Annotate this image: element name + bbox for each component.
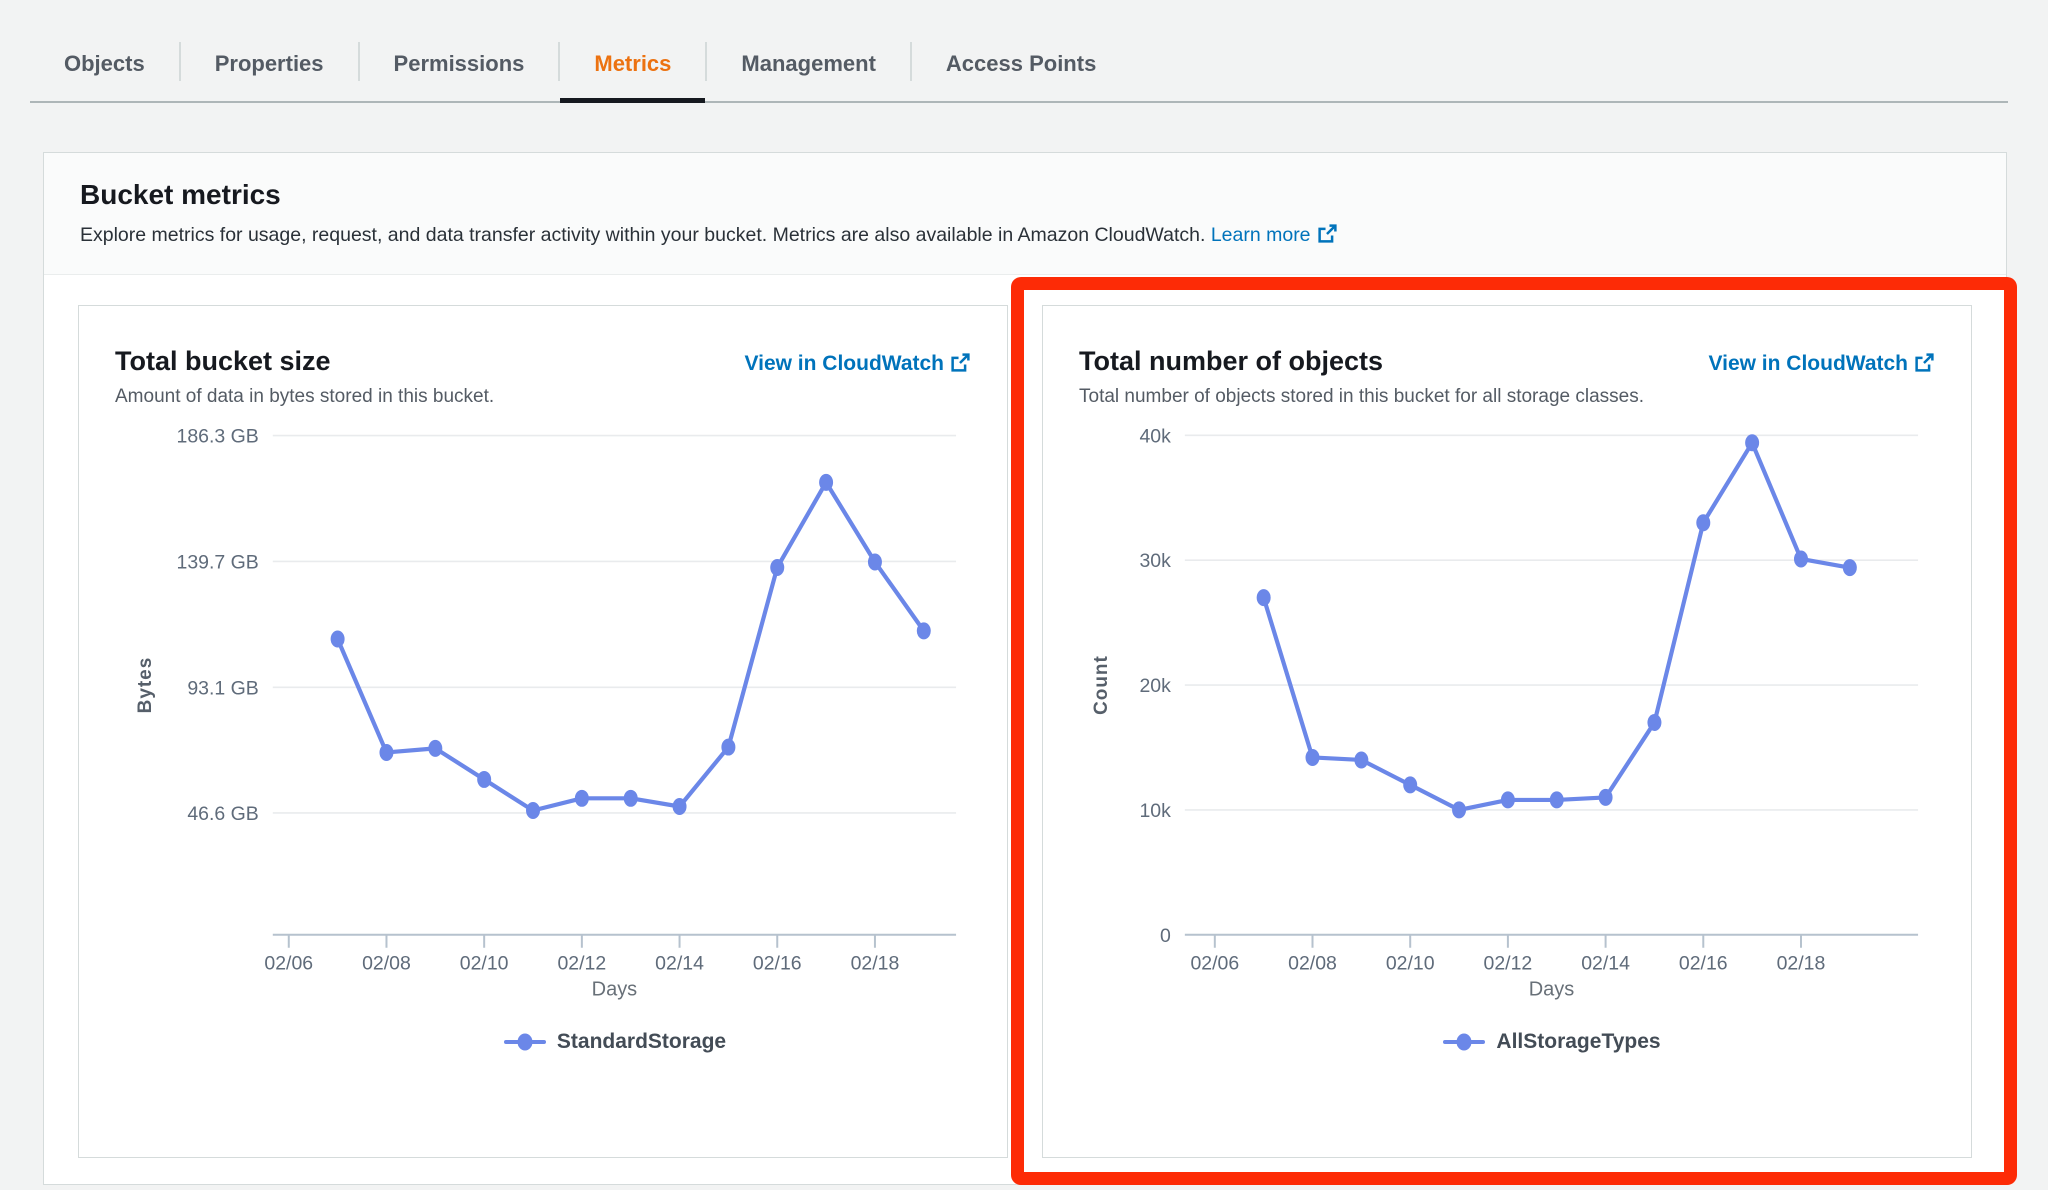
- svg-text:Days: Days: [592, 979, 638, 1001]
- svg-text:Days: Days: [1529, 979, 1575, 1001]
- svg-text:Count: Count: [1091, 655, 1112, 715]
- tab-access-points[interactable]: Access Points: [945, 50, 1097, 76]
- view-in-cloudwatch-label: View in CloudWatch: [744, 352, 944, 376]
- learn-more-link[interactable]: Learn more: [1211, 224, 1338, 246]
- chart-title: Total bucket size: [115, 346, 331, 377]
- card-header: Total bucket size Amount of data in byte…: [79, 306, 1007, 408]
- svg-text:30k: 30k: [1139, 551, 1171, 573]
- tab-permissions[interactable]: Permissions: [393, 50, 525, 76]
- svg-text:40k: 40k: [1139, 426, 1171, 448]
- svg-text:93.1 GB: 93.1 GB: [187, 678, 258, 700]
- svg-text:02/06: 02/06: [264, 953, 313, 975]
- line-chart-total-bucket-size: 46.6 GB 93.1 GB 139.7 GB 186.3 GB 02/06 02/08…: [135, 426, 957, 1001]
- tab-metrics[interactable]: Metrics: [560, 26, 706, 103]
- chart-subtitle: Amount of data in bytes stored in this b…: [115, 386, 495, 408]
- learn-more-label: Learn more: [1210, 224, 1311, 246]
- svg-text:02/16: 02/16: [753, 953, 802, 975]
- svg-text:02/12: 02/12: [557, 953, 606, 975]
- tab-bar: Objects Properties Permissions Metrics Manag…: [30, 0, 2008, 103]
- tab-separator: [178, 42, 181, 81]
- legend-standard-storage[interactable]: StandardStorage: [273, 1030, 957, 1054]
- svg-text:02/10: 02/10: [460, 953, 509, 975]
- svg-text:02/14: 02/14: [1581, 953, 1630, 975]
- svg-text:Bytes: Bytes: [135, 657, 156, 714]
- chart-card-total-number-of-objects: Total number of objects Total number of …: [1042, 305, 1972, 1159]
- legend-label: AllStorageTypes: [1496, 1030, 1661, 1054]
- svg-text:02/08: 02/08: [362, 953, 411, 975]
- svg-text:02/18: 02/18: [1777, 953, 1826, 975]
- chart-cards-row: Total bucket size Amount of data in byte…: [44, 275, 2006, 1159]
- view-in-cloudwatch-link[interactable]: View in CloudWatch: [1708, 352, 1935, 376]
- external-link-icon: [1915, 353, 1934, 372]
- svg-text:20k: 20k: [1139, 675, 1171, 697]
- tab-properties[interactable]: Properties: [214, 50, 324, 76]
- svg-text:10k: 10k: [1139, 800, 1171, 822]
- view-in-cloudwatch-label: View in CloudWatch: [1708, 352, 1908, 376]
- tab-objects[interactable]: Objects: [64, 50, 145, 76]
- svg-text:46.6 GB: 46.6 GB: [187, 803, 258, 825]
- svg-text:02/06: 02/06: [1190, 953, 1239, 975]
- view-in-cloudwatch-link[interactable]: View in CloudWatch: [744, 352, 971, 376]
- panel-header: Bucket metrics Explore metrics for usage…: [44, 153, 2006, 276]
- tab-separator: [705, 42, 708, 81]
- chart-card-total-bucket-size: Total bucket size Amount of data in byte…: [78, 305, 1008, 1159]
- panel-description: Explore metrics for usage, request, and …: [80, 223, 1970, 248]
- panel-title: Bucket metrics: [80, 179, 281, 210]
- external-link-icon: [1317, 224, 1337, 243]
- svg-text:186.3 GB: 186.3 GB: [177, 426, 259, 448]
- card-header: Total number of objects Total number of …: [1043, 306, 1971, 408]
- tab-separator: [357, 42, 360, 81]
- svg-text:02/18: 02/18: [851, 953, 900, 975]
- svg-text:02/14: 02/14: [655, 953, 704, 975]
- svg-text:02/12: 02/12: [1484, 953, 1533, 975]
- bucket-metrics-panel: Bucket metrics Explore metrics for usage…: [43, 152, 2007, 1185]
- svg-text:0: 0: [1160, 925, 1171, 947]
- external-link-icon: [951, 353, 970, 372]
- tab-separator: [558, 42, 561, 81]
- svg-text:02/10: 02/10: [1386, 953, 1435, 975]
- chart-title: Total number of objects: [1079, 346, 1384, 377]
- legend-all-storage-types[interactable]: AllStorageTypes: [1185, 1030, 1919, 1054]
- tab-management[interactable]: Management: [741, 50, 876, 76]
- svg-text:139.7 GB: 139.7 GB: [177, 552, 259, 574]
- panel-description-text: Explore metrics for usage, request, and …: [80, 224, 1206, 246]
- svg-text:02/08: 02/08: [1288, 953, 1337, 975]
- legend-label: StandardStorage: [556, 1030, 727, 1054]
- line-chart-total-number-of-objects: 0 10k 20k 30k 40k 02/06 02/08 02/10 02/12 02/14 02…: [1091, 426, 1919, 1001]
- chart-subtitle: Total number of objects stored in this b…: [1079, 386, 1644, 408]
- svg-text:02/16: 02/16: [1679, 953, 1728, 975]
- legend-line-marker-icon: [503, 1033, 546, 1051]
- tab-separator: [909, 42, 912, 81]
- legend-line-marker-icon: [1443, 1033, 1486, 1051]
